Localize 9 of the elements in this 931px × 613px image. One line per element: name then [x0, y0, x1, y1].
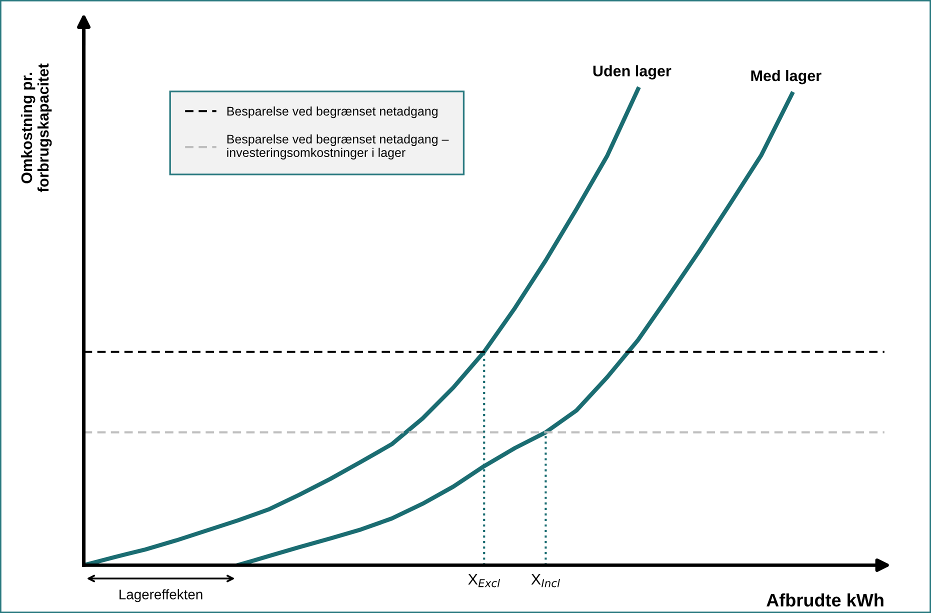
x-tick-label: X$_{Excl}$: [468, 574, 500, 588]
legend-label: Besparelse ved begrænset netadgang: [227, 106, 438, 118]
series-label: Uden lager: [593, 65, 672, 80]
x-axis-title: Afbrudte kWh: [766, 593, 884, 607]
series-label: Med lager: [751, 70, 822, 84]
y-axis-title: Omkostning pr. forbrugskapacitet: [20, 64, 52, 192]
x-tick-label: X$_{Incl}$: [531, 574, 560, 588]
text: Lagereffekten: [120, 589, 202, 602]
legend-label: Besparelse ved begrænset netadgang – investeringsomkostninger i lager: [227, 134, 449, 160]
